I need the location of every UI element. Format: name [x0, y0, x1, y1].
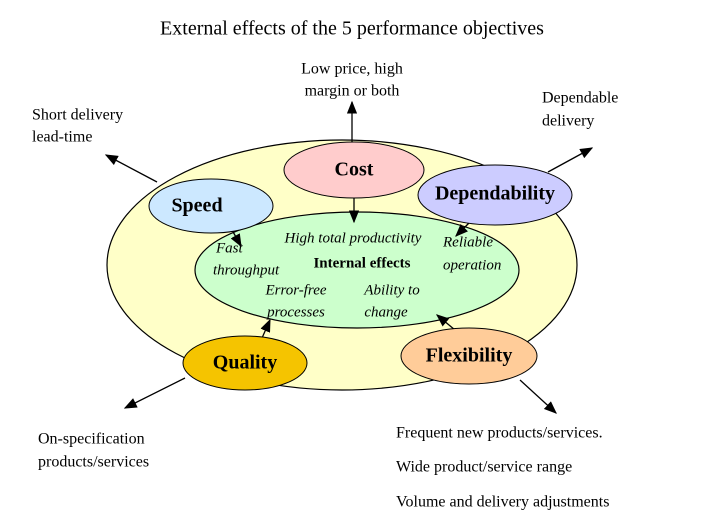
internal-effect: Reliable	[442, 234, 493, 250]
internal-effect: throughput	[213, 262, 280, 278]
external-effect: Short delivery	[32, 107, 123, 124]
internal-effect: Fast	[215, 240, 244, 256]
quality-node	[182, 335, 308, 391]
node-label: Flexibility	[426, 345, 513, 367]
external-effect: Low price, high	[301, 61, 403, 78]
external-effect: delivery	[542, 113, 594, 130]
node-label: Cost	[335, 159, 374, 181]
dependability-node	[417, 164, 573, 226]
internal-effect: processes	[266, 304, 325, 320]
node-label: Speed	[171, 195, 222, 217]
speed-node	[148, 178, 274, 234]
internal-effect: change	[364, 304, 408, 320]
node-label: Quality	[213, 352, 277, 374]
external-effect: Volume and delivery adjustments	[396, 494, 609, 511]
external-effect: products/services	[38, 454, 149, 471]
external-effect: Dependable	[542, 90, 618, 107]
arrows	[104, 100, 594, 414]
internal-effect: Ability to	[363, 282, 420, 298]
external-effect: Wide product/service range	[396, 459, 572, 476]
external-effect: Frequent new products/services.	[396, 425, 603, 442]
flexibility-node	[400, 327, 538, 385]
external-effect: On-specification	[38, 431, 145, 448]
external-effect: margin or both	[305, 83, 400, 100]
node-label: Dependability	[435, 183, 555, 205]
internal-effect: High total productivity	[284, 230, 422, 246]
title: External effects of the 5 performance ob…	[160, 18, 544, 40]
internal-effect: operation	[443, 257, 501, 273]
external-effect: lead-time	[32, 129, 92, 146]
internal-effect: Error-free	[264, 282, 326, 298]
cost-node	[283, 141, 425, 199]
internal-label: Internal effects	[313, 255, 410, 271]
